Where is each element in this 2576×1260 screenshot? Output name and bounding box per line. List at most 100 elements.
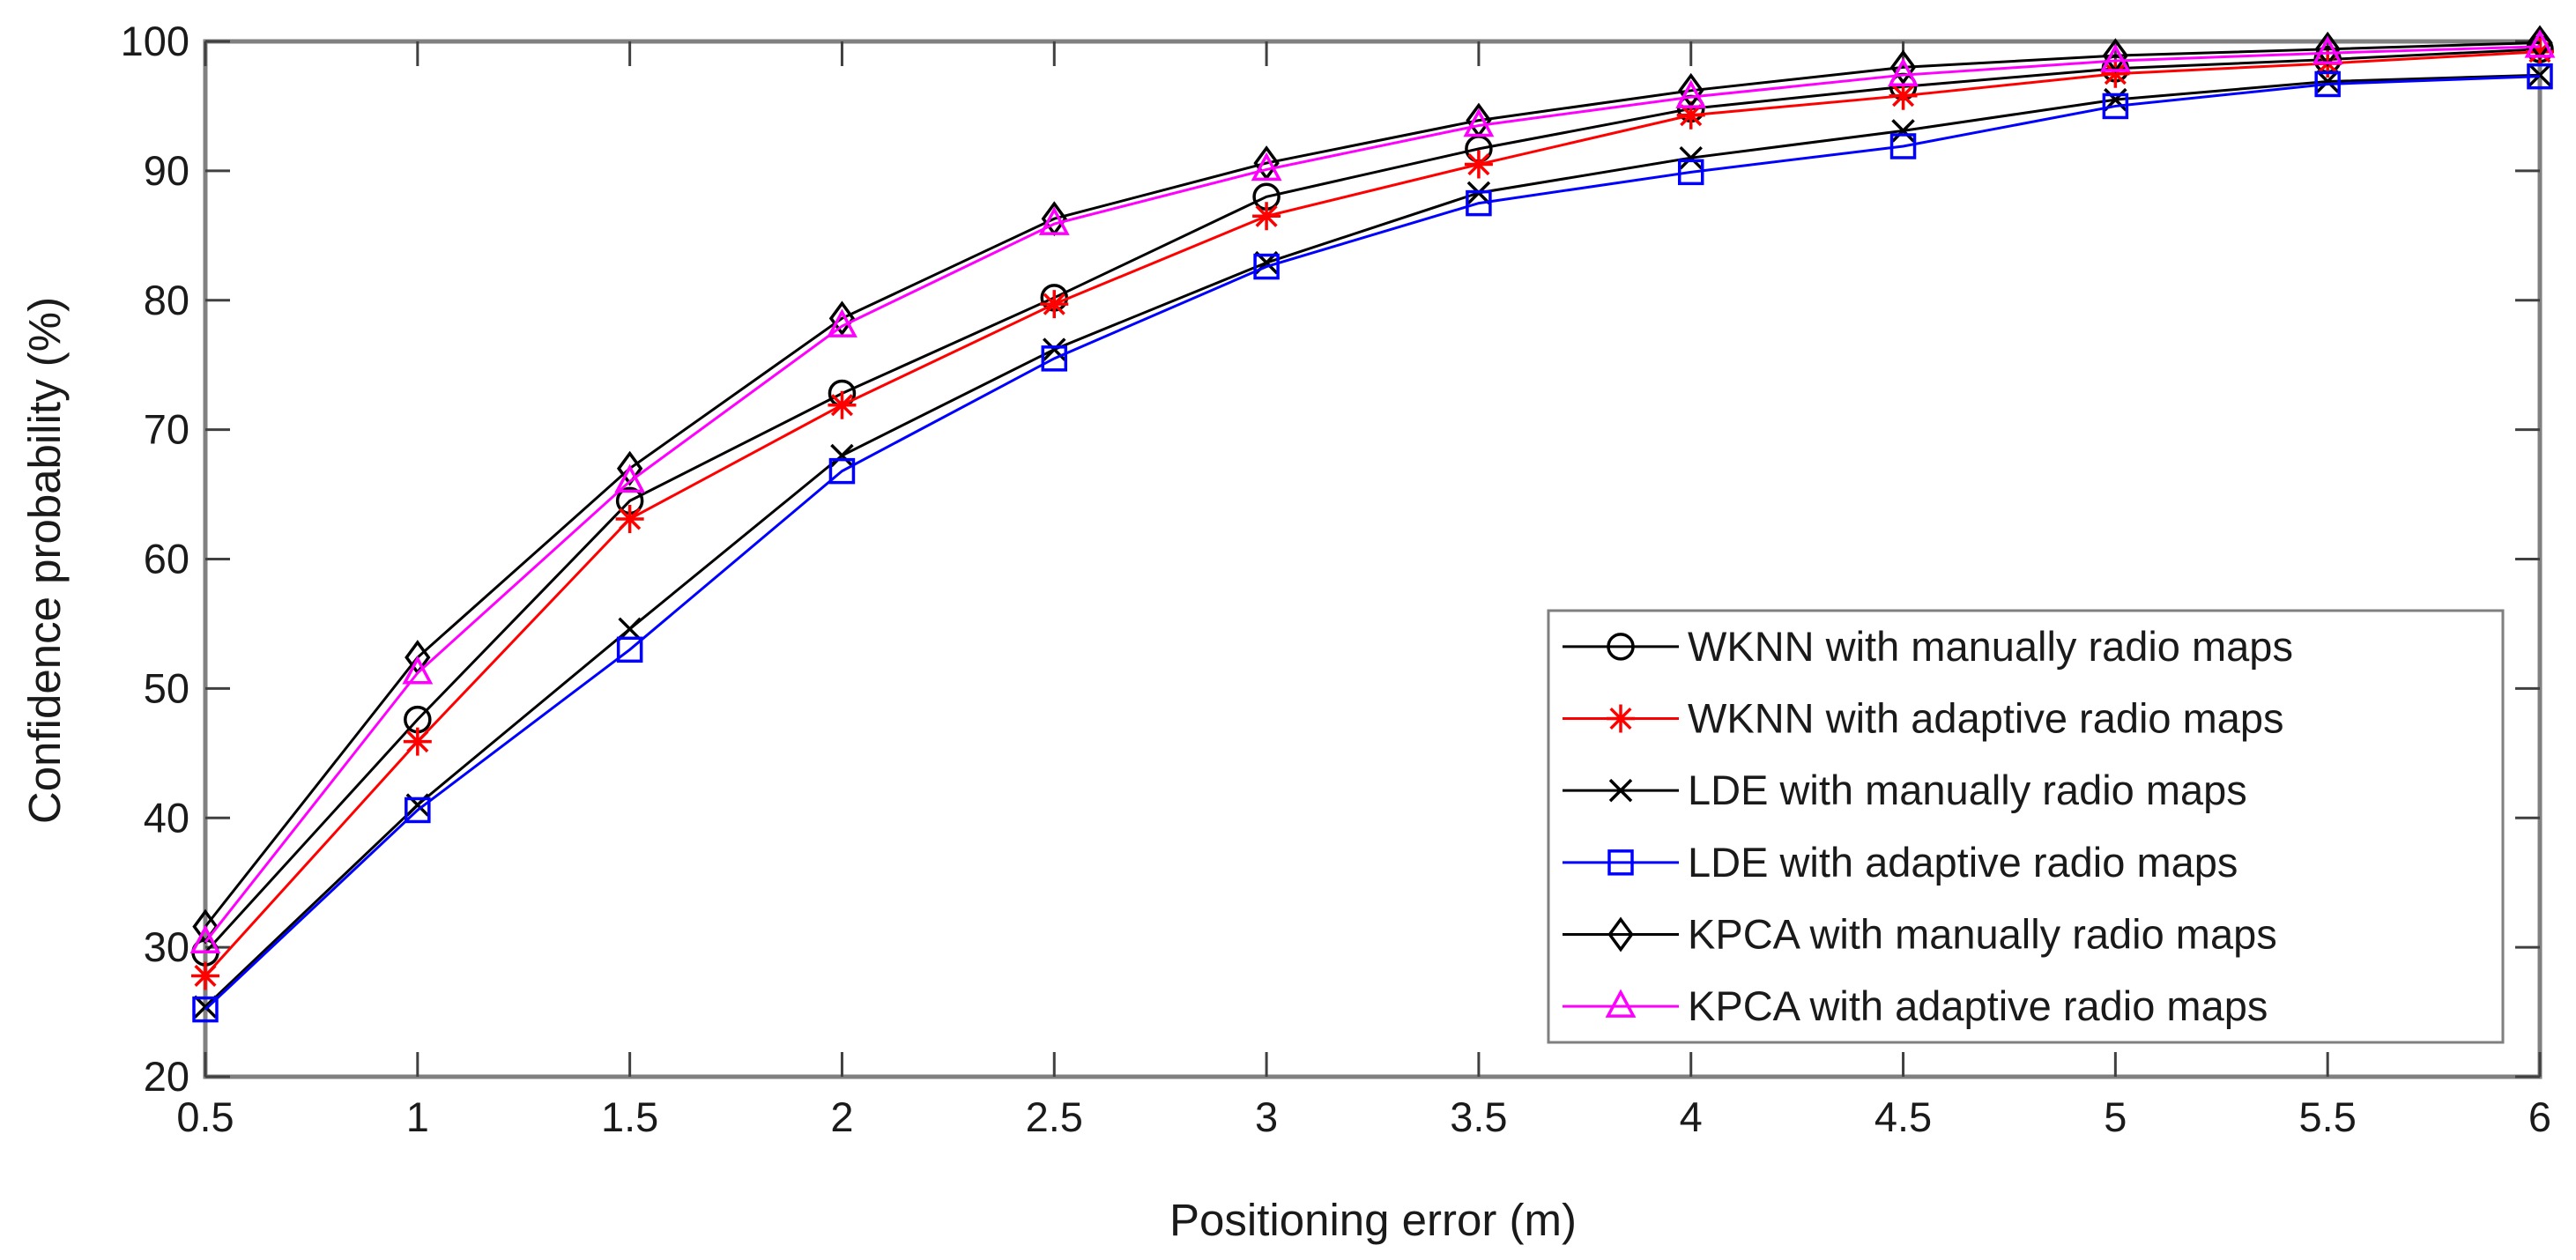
- marker-x-shape: [830, 443, 854, 468]
- marker-diamond-shape: [1889, 49, 1917, 85]
- data-point-marker: [1463, 107, 1495, 137]
- x-tick-label: 1.5: [601, 1093, 658, 1140]
- marker-square-shape: [1253, 253, 1280, 280]
- legend-entry-wknn-with-manually-radio-maps: WKNN with manually radio maps: [1563, 623, 2293, 670]
- marker-diamond-shape: [616, 450, 643, 486]
- data-point-marker: [2527, 63, 2553, 90]
- data-point-marker: [614, 463, 646, 493]
- legend-entry-kpca-with-manually-radio-maps: KPCA with manually radio maps: [1563, 911, 2277, 958]
- data-point-marker: [616, 636, 643, 663]
- data-point-marker: [402, 656, 434, 685]
- marker-asterisk-shape: [403, 727, 432, 756]
- data-point-marker: [1675, 79, 1707, 108]
- series-line-wknn-with-adaptive-radio-maps: [204, 50, 2541, 977]
- data-point-marker: [1679, 145, 1703, 170]
- marker-diamond-shape: [828, 300, 856, 337]
- data-point-marker: [827, 308, 857, 337]
- y-tick-label: 20: [144, 1053, 189, 1100]
- data-point-marker: [1253, 253, 1280, 280]
- marker-asterisk-shape: [828, 390, 857, 419]
- legend-entry-kpca-with-adaptive-radio-maps: KPCA with adaptive radio maps: [1563, 982, 2268, 1029]
- data-point-marker: [2314, 70, 2341, 98]
- x-tick-label: 4.5: [1874, 1093, 1932, 1140]
- marker-x-shape: [618, 617, 642, 641]
- marker-square-shape: [1466, 189, 1492, 217]
- axes-layer: 0.5 1 1.5 2 2.5 3 3.5 4 4.5 5 5.5 6 20 30 40 50 60 70 80 90…: [121, 18, 2551, 1140]
- marker-triangle-shape: [2099, 43, 2131, 72]
- x-tick-label: 6: [2528, 1093, 2551, 1140]
- data-point-marker: [405, 797, 431, 824]
- series-line-kpca-with-manually-radio-maps: [204, 41, 2541, 928]
- marker-x-shape: [2315, 70, 2340, 93]
- data-point-marker: [1891, 119, 1915, 143]
- legend-label: LDE with adaptive radio maps: [1688, 839, 2238, 886]
- marker-x-shape: [1679, 145, 1703, 170]
- marker-square-shape: [1607, 849, 1634, 876]
- y-tick-label: 30: [144, 923, 189, 970]
- legend-label: WKNN with adaptive radio maps: [1688, 695, 2284, 742]
- data-point-marker: [2315, 70, 2340, 93]
- marker-triangle-shape: [2524, 29, 2556, 58]
- data-point-marker: [830, 443, 854, 468]
- data-point-marker: [1252, 202, 1281, 231]
- y-tick-label: 40: [144, 794, 189, 841]
- marker-asterisk-shape: [1252, 202, 1281, 231]
- data-point-marker: [1888, 57, 1919, 86]
- data-point-marker: [618, 617, 642, 641]
- data-point-marker: [193, 995, 218, 1019]
- x-tick-label: 5: [2104, 1093, 2127, 1140]
- legend-label: LDE with manually radio maps: [1688, 767, 2247, 813]
- data-point-marker: [2312, 35, 2343, 64]
- x-tick-label: 4: [1680, 1093, 1703, 1140]
- legend-entry-lde-with-adaptive-radio-maps: LDE with adaptive radio maps: [1563, 839, 2238, 886]
- data-point-marker: [403, 727, 432, 756]
- marker-x-shape: [193, 995, 218, 1019]
- data-point-marker: [2099, 43, 2131, 72]
- marker-asterisk-shape: [1676, 100, 1705, 130]
- legend-label: WKNN with manually radio maps: [1688, 623, 2293, 670]
- marker-triangle-shape: [1463, 107, 1495, 137]
- data-point-marker: [828, 457, 856, 485]
- series-line-kpca-with-adaptive-radio-maps: [204, 45, 2541, 944]
- x-tick-label: 2: [830, 1093, 853, 1140]
- legend-marker-circle: [1607, 633, 1635, 661]
- legend-box: [1547, 609, 2505, 1044]
- marker-asterisk-shape: [1464, 150, 1493, 179]
- x-axis-label: Positioning error (m): [1169, 1195, 1577, 1245]
- data-point-marker: [1043, 337, 1066, 361]
- marker-asterisk-shape: [1040, 290, 1069, 319]
- marker-x-shape: [1608, 778, 1633, 803]
- series-line-lde-with-manually-radio-maps: [204, 73, 2541, 1008]
- marker-triangle-shape: [1675, 79, 1707, 108]
- marker-asterisk-shape: [1607, 704, 1635, 733]
- marker-triangle-shape: [2312, 35, 2343, 64]
- marker-square-shape: [2314, 70, 2341, 98]
- marker-square-shape: [1677, 159, 1704, 186]
- legend-marker-square: [1607, 849, 1634, 876]
- legend-label: KPCA with manually radio maps: [1688, 911, 2277, 958]
- marker-asterisk-shape: [1889, 81, 1918, 110]
- marker-x-shape: [1891, 119, 1915, 143]
- marker-triangle-shape: [1888, 57, 1919, 86]
- y-tick-label: 100: [121, 18, 189, 64]
- data-point-marker: [1038, 206, 1070, 235]
- series-lde-with-adaptive-radio-maps: [192, 63, 2553, 1023]
- marker-square-shape: [616, 636, 643, 663]
- data-point-marker: [1677, 159, 1704, 186]
- data-point-marker: [1676, 100, 1705, 130]
- data-point-marker: [2528, 63, 2552, 87]
- y-tick-label: 90: [144, 147, 189, 194]
- data-point-marker: [1040, 290, 1069, 319]
- series-line-lde-with-adaptive-radio-maps: [204, 75, 2541, 1011]
- x-tick-label: 3: [1255, 1093, 1278, 1140]
- data-point-marker: [2101, 59, 2130, 88]
- series-line-wknn-with-manually-radio-maps: [204, 48, 2541, 954]
- marker-asterisk-shape: [2526, 37, 2554, 66]
- x-tick-label: 3.5: [1450, 1093, 1507, 1140]
- marker-asterisk-shape: [615, 504, 644, 533]
- marker-x-shape: [2528, 63, 2552, 87]
- marker-square-shape: [405, 797, 431, 824]
- marker-square-shape: [2527, 63, 2553, 90]
